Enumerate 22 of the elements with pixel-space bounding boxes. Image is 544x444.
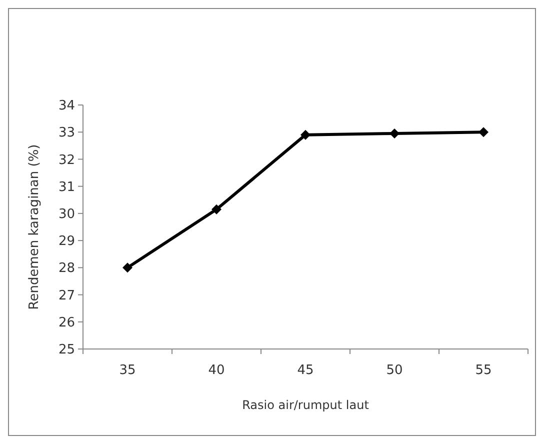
x-tick-label: 45 — [297, 363, 314, 378]
y-tick-label: 26 — [58, 315, 75, 330]
y-tick-label: 28 — [58, 261, 75, 276]
point — [478, 127, 488, 138]
y-tick-label: 31 — [58, 180, 75, 195]
y-axis-title: Rendemen karaginan (%) — [27, 144, 42, 310]
y-tick-label: 29 — [58, 234, 75, 250]
point — [390, 128, 400, 138]
x-tick-label: 50 — [386, 363, 403, 378]
x-tick-label: 55 — [475, 363, 492, 378]
y-tick-label: 30 — [58, 206, 75, 222]
x-tick-label: 40 — [208, 363, 225, 378]
point — [122, 262, 132, 273]
point — [300, 130, 310, 140]
y-tick-label: 27 — [58, 288, 75, 304]
y-tick-label: 33 — [58, 126, 75, 141]
y-tick-label: 32 — [58, 152, 75, 168]
y-tick-label: 25 — [58, 342, 75, 358]
y-tick-label: 34 — [58, 98, 75, 114]
x-axis-title: Rasio air/rumput laut — [242, 398, 370, 412]
x-tick-label: 35 — [119, 363, 136, 378]
point — [212, 204, 222, 214]
